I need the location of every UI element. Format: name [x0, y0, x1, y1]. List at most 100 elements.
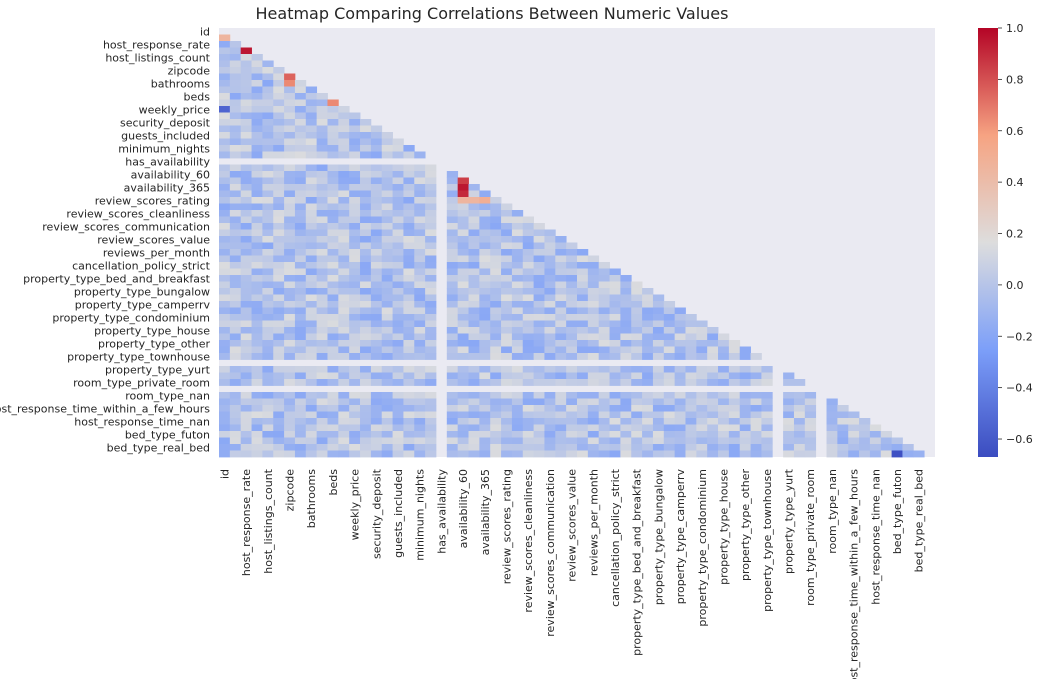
heatmap-cell [620, 353, 632, 360]
heatmap-cell [370, 366, 383, 373]
heatmap-cell [620, 411, 632, 419]
x-tick-label: property_type_house [717, 469, 730, 585]
heatmap-cell [251, 301, 263, 308]
heatmap-cell [446, 366, 459, 373]
heatmap-cell [555, 405, 567, 412]
heatmap-cell [262, 60, 274, 68]
heatmap-cell [642, 437, 654, 445]
heatmap-cell [349, 327, 361, 334]
heatmap-cell [620, 424, 632, 432]
heatmap-cell [284, 288, 296, 295]
heatmap-cell [273, 99, 285, 107]
heatmap-cell [392, 249, 404, 256]
heatmap-cell [273, 229, 285, 237]
heatmap-cell [544, 340, 556, 347]
heatmap-cell [468, 405, 480, 412]
heatmap-cell [739, 346, 751, 354]
heatmap-cell [544, 327, 556, 334]
heatmap-cell [273, 268, 285, 276]
heatmap-cell [370, 346, 383, 354]
heatmap-cell [316, 437, 328, 445]
heatmap-cell [598, 340, 610, 347]
heatmap-cell [294, 314, 307, 321]
heatmap-cell [577, 294, 589, 302]
heatmap-cell [490, 353, 502, 360]
heatmap-cell [316, 184, 328, 191]
heatmap-cell [707, 431, 719, 438]
heatmap-cell [229, 41, 242, 48]
heatmap-cell [457, 372, 469, 380]
heatmap-cell [284, 333, 296, 341]
heatmap-cell [544, 392, 556, 399]
heatmap-cell [403, 392, 415, 399]
heatmap-cell [555, 424, 567, 432]
heatmap-cell [370, 398, 383, 406]
x-tick-label: room_type_private_room [804, 469, 817, 606]
heatmap-cell [446, 294, 459, 302]
heatmap-cell [587, 346, 600, 354]
heatmap-cell [555, 294, 567, 302]
heatmap-cell [479, 223, 491, 230]
heatmap-cell [414, 301, 426, 308]
heatmap-cell [327, 145, 339, 152]
heatmap-cell [577, 320, 589, 328]
heatmap-cell [273, 132, 285, 139]
heatmap-cell [240, 132, 252, 139]
heatmap-cell [479, 190, 491, 198]
heatmap-cell [750, 392, 762, 399]
colorbar [978, 28, 998, 457]
heatmap-cell [652, 450, 665, 458]
heatmap-cell [511, 366, 524, 373]
heatmap-cell [240, 164, 252, 172]
heatmap-cell [696, 327, 708, 334]
heatmap-cell [240, 93, 252, 100]
heatmap-cell [305, 106, 318, 113]
heatmap-cell [468, 372, 480, 380]
x-tick-label: host_response_rate [240, 469, 253, 576]
heatmap-cell [739, 372, 751, 380]
heatmap-cell [490, 294, 502, 302]
x-tick-label: review_scores_cleanliness [522, 469, 535, 613]
heatmap-cell [229, 431, 242, 438]
heatmap-cell [522, 366, 535, 373]
heatmap-cell [425, 444, 437, 451]
heatmap-cell [229, 333, 242, 341]
heatmap-cell [479, 307, 491, 315]
heatmap-cell [490, 210, 502, 217]
heatmap-cell [533, 294, 545, 302]
heatmap-cell [360, 392, 372, 399]
heatmap-cell [468, 424, 480, 432]
heatmap-cell [392, 333, 404, 341]
heatmap-cell [360, 288, 372, 295]
heatmap-cell [631, 424, 643, 432]
y-tick-label: host_response_time_nan [74, 415, 210, 428]
heatmap-cell [316, 320, 328, 328]
heatmap-cell [219, 125, 231, 133]
heatmap-cell [240, 190, 252, 198]
heatmap-cell [349, 236, 361, 243]
heatmap-cell [403, 340, 415, 347]
heatmap-cell [468, 210, 480, 217]
heatmap-cell [414, 151, 426, 159]
heatmap-cell [381, 372, 393, 380]
heatmap-cell [446, 372, 459, 380]
heatmap-cell [446, 346, 459, 354]
heatmap-cell [425, 327, 437, 334]
heatmap-cell [533, 281, 545, 289]
heatmap-cell [294, 119, 307, 126]
heatmap-cell [273, 288, 285, 295]
heatmap-cell [425, 320, 437, 328]
heatmap-cell [316, 281, 328, 289]
heatmap-cell [425, 346, 437, 354]
heatmap-cell [403, 366, 415, 373]
heatmap-cell [783, 398, 795, 406]
heatmap-cell [674, 450, 686, 458]
heatmap-cell [652, 353, 665, 360]
heatmap-cell [273, 80, 285, 87]
heatmap-cell [425, 301, 437, 308]
heatmap-cell [598, 307, 610, 315]
heatmap-cell [392, 353, 404, 360]
heatmap-cell [587, 294, 600, 302]
heatmap-cell [316, 424, 328, 432]
